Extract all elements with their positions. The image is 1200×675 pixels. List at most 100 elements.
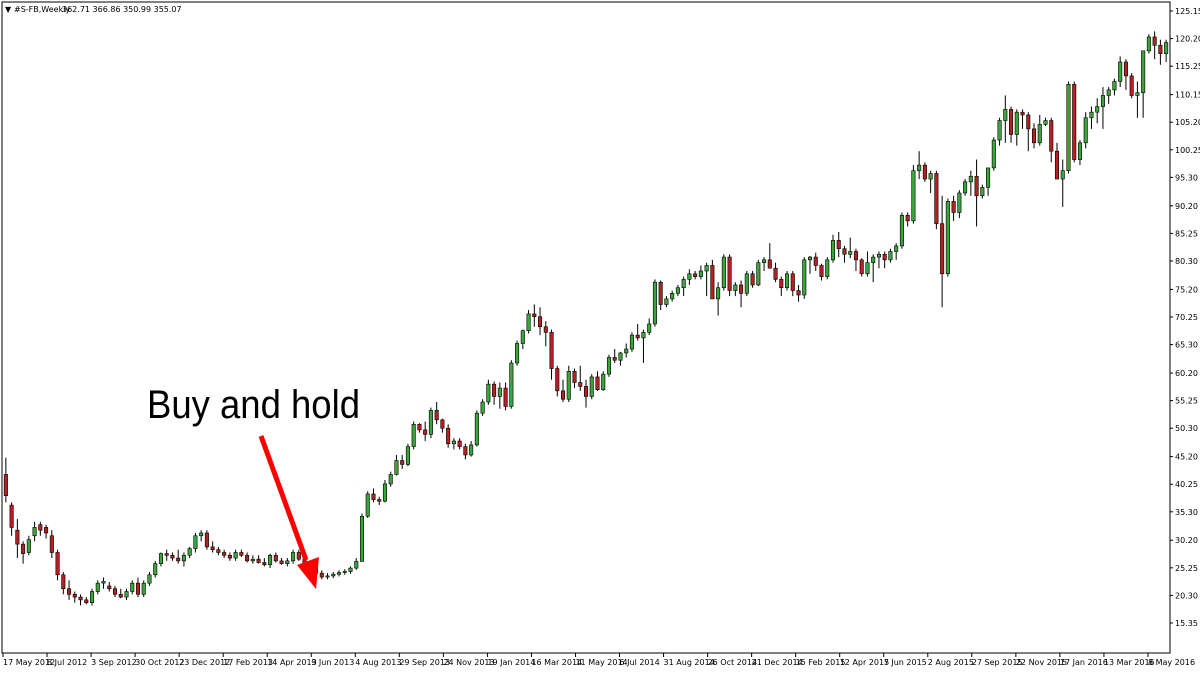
- candle-body-bull: [428, 410, 433, 435]
- candle: [319, 570, 324, 580]
- candle-body-bear: [974, 175, 979, 197]
- candle-body-bull: [733, 284, 738, 291]
- candle-body-bear: [1020, 111, 1025, 116]
- candle-body-bull: [1043, 120, 1048, 125]
- candle-body-bull: [687, 273, 692, 280]
- candle: [497, 382, 502, 409]
- candle-body-bull: [147, 574, 152, 584]
- candle-body-bull: [647, 323, 652, 333]
- candle: [1095, 98, 1100, 124]
- candle: [273, 552, 278, 563]
- candle: [532, 304, 537, 327]
- candle: [583, 379, 589, 408]
- candle: [118, 588, 123, 599]
- candle: [1049, 117, 1054, 163]
- annotation-text: Buy and hold: [147, 383, 360, 427]
- y-axis: 125.15 120.20 115.25 110.15 105.20 100.25 95.3…: [1170, 7, 1200, 628]
- candle-body-bear: [49, 535, 54, 553]
- candle: [601, 371, 606, 391]
- candle-body-bull: [268, 554, 273, 566]
- candle-body-bear: [813, 256, 818, 266]
- candle: [756, 259, 761, 287]
- candle: [9, 502, 14, 536]
- candle-body-bear: [296, 552, 301, 560]
- candle-body-bull: [1083, 117, 1088, 144]
- symbol-label: #S-FB,Weekly: [14, 5, 70, 14]
- candle-body-bear: [176, 557, 181, 562]
- candle-body-bear: [561, 390, 566, 400]
- candle: [670, 290, 675, 302]
- candle-body-bear: [951, 201, 956, 213]
- candle: [853, 248, 858, 272]
- candle-body-bear: [371, 493, 376, 500]
- y-tick-label: 125.15: [1175, 7, 1200, 16]
- candle: [382, 480, 387, 503]
- candle-body-bull: [963, 181, 968, 194]
- candle-body-bear: [549, 332, 554, 369]
- candle: [790, 271, 795, 297]
- candle: [1043, 117, 1048, 127]
- candle: [440, 418, 445, 433]
- candle-body-bull: [698, 270, 703, 277]
- x-tick-label: 19 Jan 2014: [487, 658, 535, 667]
- candle-body-bull: [1095, 106, 1100, 113]
- candle-body-bull: [486, 383, 491, 403]
- candle-body-bear: [423, 429, 428, 435]
- candle: [90, 588, 95, 606]
- candle-body-bull: [911, 170, 916, 222]
- candle-body-bear: [922, 164, 927, 180]
- candle-body-bull: [664, 298, 669, 305]
- candle: [158, 552, 163, 567]
- candle-body-bear: [612, 357, 617, 361]
- candle: [664, 296, 669, 308]
- candle: [1083, 112, 1088, 149]
- y-tick-label: 40.25: [1175, 480, 1198, 489]
- candle: [354, 558, 359, 570]
- x-tick-label: 17 Feb 2013: [223, 658, 273, 667]
- candle-body-bear: [67, 588, 72, 595]
- candle-body-bear: [859, 259, 864, 275]
- candle: [141, 580, 146, 598]
- candle: [279, 558, 284, 565]
- candle: [245, 552, 250, 563]
- candle-body-bear: [273, 554, 278, 562]
- candle: [589, 374, 594, 400]
- candle-body-bear: [1072, 83, 1077, 160]
- candle: [773, 262, 778, 283]
- candle: [635, 323, 640, 341]
- candle-body-bear: [1026, 114, 1031, 130]
- y-tick-label: 50.30: [1175, 424, 1198, 433]
- candle-body-bear: [245, 554, 250, 562]
- candle-body-bull: [917, 164, 922, 171]
- candle: [882, 251, 887, 269]
- candle: [233, 549, 238, 561]
- candle: [61, 572, 66, 595]
- y-tick-label: 15.35: [1175, 619, 1198, 628]
- candle-body-bull: [199, 532, 204, 537]
- candle: [911, 165, 916, 224]
- candle: [894, 243, 899, 260]
- candle-body-bull: [515, 343, 520, 364]
- x-tick-label: 14 Apr 2013: [267, 658, 316, 667]
- candle-body-bear: [400, 460, 405, 465]
- candle-body-bull: [451, 440, 456, 445]
- annotation-arrow-head-icon: [297, 557, 319, 589]
- candle-body-bull: [1066, 83, 1071, 171]
- candle: [55, 549, 60, 581]
- collapse-triangle-icon[interactable]: ▼: [5, 5, 12, 14]
- candle-body-bull: [26, 539, 31, 553]
- candle: [359, 513, 365, 562]
- x-tick-label: 13 Mar 2016: [1104, 658, 1155, 667]
- candle: [348, 566, 353, 574]
- y-tick-label: 25.25: [1175, 564, 1198, 573]
- candle: [520, 329, 525, 350]
- candle-body-bear: [710, 265, 715, 300]
- candle-body-bear: [118, 593, 123, 598]
- candle: [394, 454, 399, 476]
- candle: [262, 558, 267, 567]
- candle: [3, 457, 8, 503]
- candle-body-bear: [9, 504, 14, 528]
- candle: [1123, 59, 1128, 90]
- candle: [181, 552, 186, 567]
- candle: [400, 454, 405, 469]
